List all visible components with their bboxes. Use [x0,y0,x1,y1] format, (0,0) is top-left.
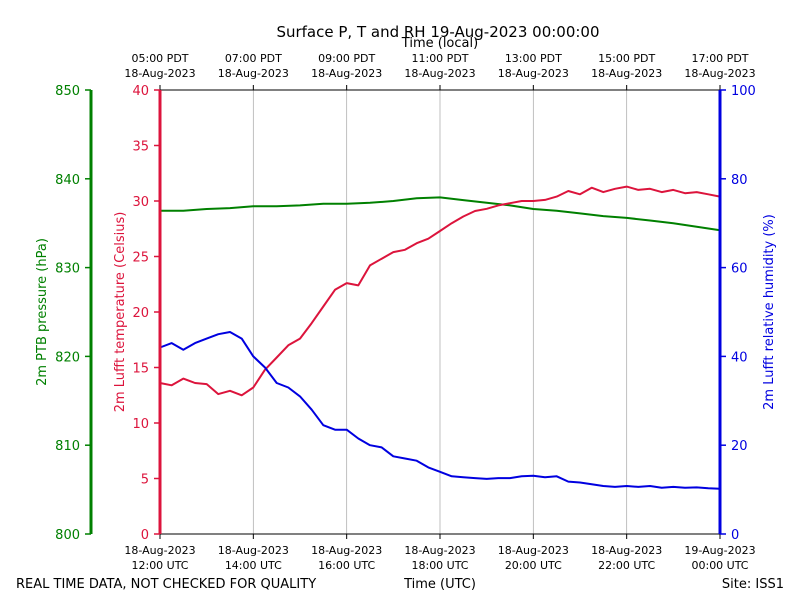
x-tick-label-local-time: 11:00 PDT [411,52,468,65]
humidity-series-line [159,331,721,490]
x-tick-label-local-time: 05:00 PDT [131,52,188,65]
x-tick-label-utc-time: 14:00 UTC [225,559,282,572]
humidity-tick-label: 100 [731,84,756,99]
pressure-tick-label: 810 [55,439,80,454]
temperature-tick-label: 0 [141,528,149,543]
x-tick-label-utc-time: 18:00 UTC [411,559,468,572]
x-tick-label-utc-time: 20:00 UTC [505,559,562,572]
x-tick-label-local-date: 18-Aug-2023 [498,67,569,80]
bottom-axis-label: Time (UTC) [403,577,476,592]
quality-disclaimer: REAL TIME DATA, NOT CHECKED FOR QUALITY [16,577,316,592]
pressure-tick-label: 820 [55,350,80,365]
temperature-tick-label: 5 [141,473,149,488]
x-tick-label-utc-time: 22:00 UTC [598,559,655,572]
humidity-tick-label: 40 [731,350,748,365]
temperature-tick-label: 25 [132,251,149,266]
temperature-tick-label: 35 [132,140,149,155]
x-tick-label-local-time: 17:00 PDT [691,52,748,65]
x-tick-label-local-date: 18-Aug-2023 [591,67,662,80]
chart-title: Surface P, T and RH 19-Aug-2023 00:00:00 [276,23,599,41]
pressure-tick-label: 800 [55,528,80,543]
axes-layer: 18-Aug-2023 12:00 UTC 05:00 PDT 18-Aug-2023… [55,52,756,572]
pressure-tick-label: 850 [55,84,80,99]
x-tick-label-utc-date: 19-Aug-2023 [684,544,755,557]
x-tick-label-utc-date: 18-Aug-2023 [591,544,662,557]
temperature-axis-label: 2m Lufft temperature (Celsius) [113,212,128,413]
x-tick-label-utc-date: 18-Aug-2023 [498,544,569,557]
x-tick-label-utc-date: 18-Aug-2023 [124,544,195,557]
x-tick-label-local-date: 18-Aug-2023 [311,67,382,80]
temperature-tick-label: 40 [132,84,149,99]
x-tick-label-local-date: 18-Aug-2023 [684,67,755,80]
x-tick-label-utc-time: 12:00 UTC [131,559,188,572]
humidity-tick-label: 0 [731,528,739,543]
x-tick-label-local-time: 07:00 PDT [225,52,282,65]
site-label: Site: ISS1 [722,577,784,592]
pressure-axis-label: 2m PTB pressure (hPa) [35,238,50,386]
x-tick-label-utc-time: 00:00 UTC [691,559,748,572]
humidity-axis-label: 2m Lufft relative humidity (%) [762,214,777,410]
temperature-tick-label: 15 [132,362,149,377]
series-layer [159,185,721,490]
x-tick-label-utc-time: 16:00 UTC [318,559,375,572]
x-tick-label-local-time: 09:00 PDT [318,52,375,65]
top-axis-label: Time (local) [401,36,478,51]
pressure-tick-label: 830 [55,262,80,277]
grid-layer [252,90,628,534]
x-tick-label-local-date: 18-Aug-2023 [218,67,289,80]
temperature-tick-label: 20 [132,306,149,321]
humidity-tick-label: 60 [731,262,748,277]
temperature-tick-label: 10 [132,417,149,432]
humidity-tick-label: 80 [731,173,748,188]
x-tick-label-utc-date: 18-Aug-2023 [311,544,382,557]
pressure-tick-label: 840 [55,173,80,188]
x-tick-label-local-date: 18-Aug-2023 [124,67,195,80]
pressure-series-line [160,196,721,232]
temperature-tick-label: 30 [132,195,149,210]
x-tick-label-utc-date: 18-Aug-2023 [218,544,289,557]
temperature-series-line [159,185,721,397]
x-tick-label-local-time: 13:00 PDT [505,52,562,65]
x-tick-label-local-time: 15:00 PDT [598,52,655,65]
x-tick-label-utc-date: 18-Aug-2023 [404,544,475,557]
x-tick-label-local-date: 18-Aug-2023 [404,67,475,80]
humidity-tick-label: 20 [731,439,748,454]
